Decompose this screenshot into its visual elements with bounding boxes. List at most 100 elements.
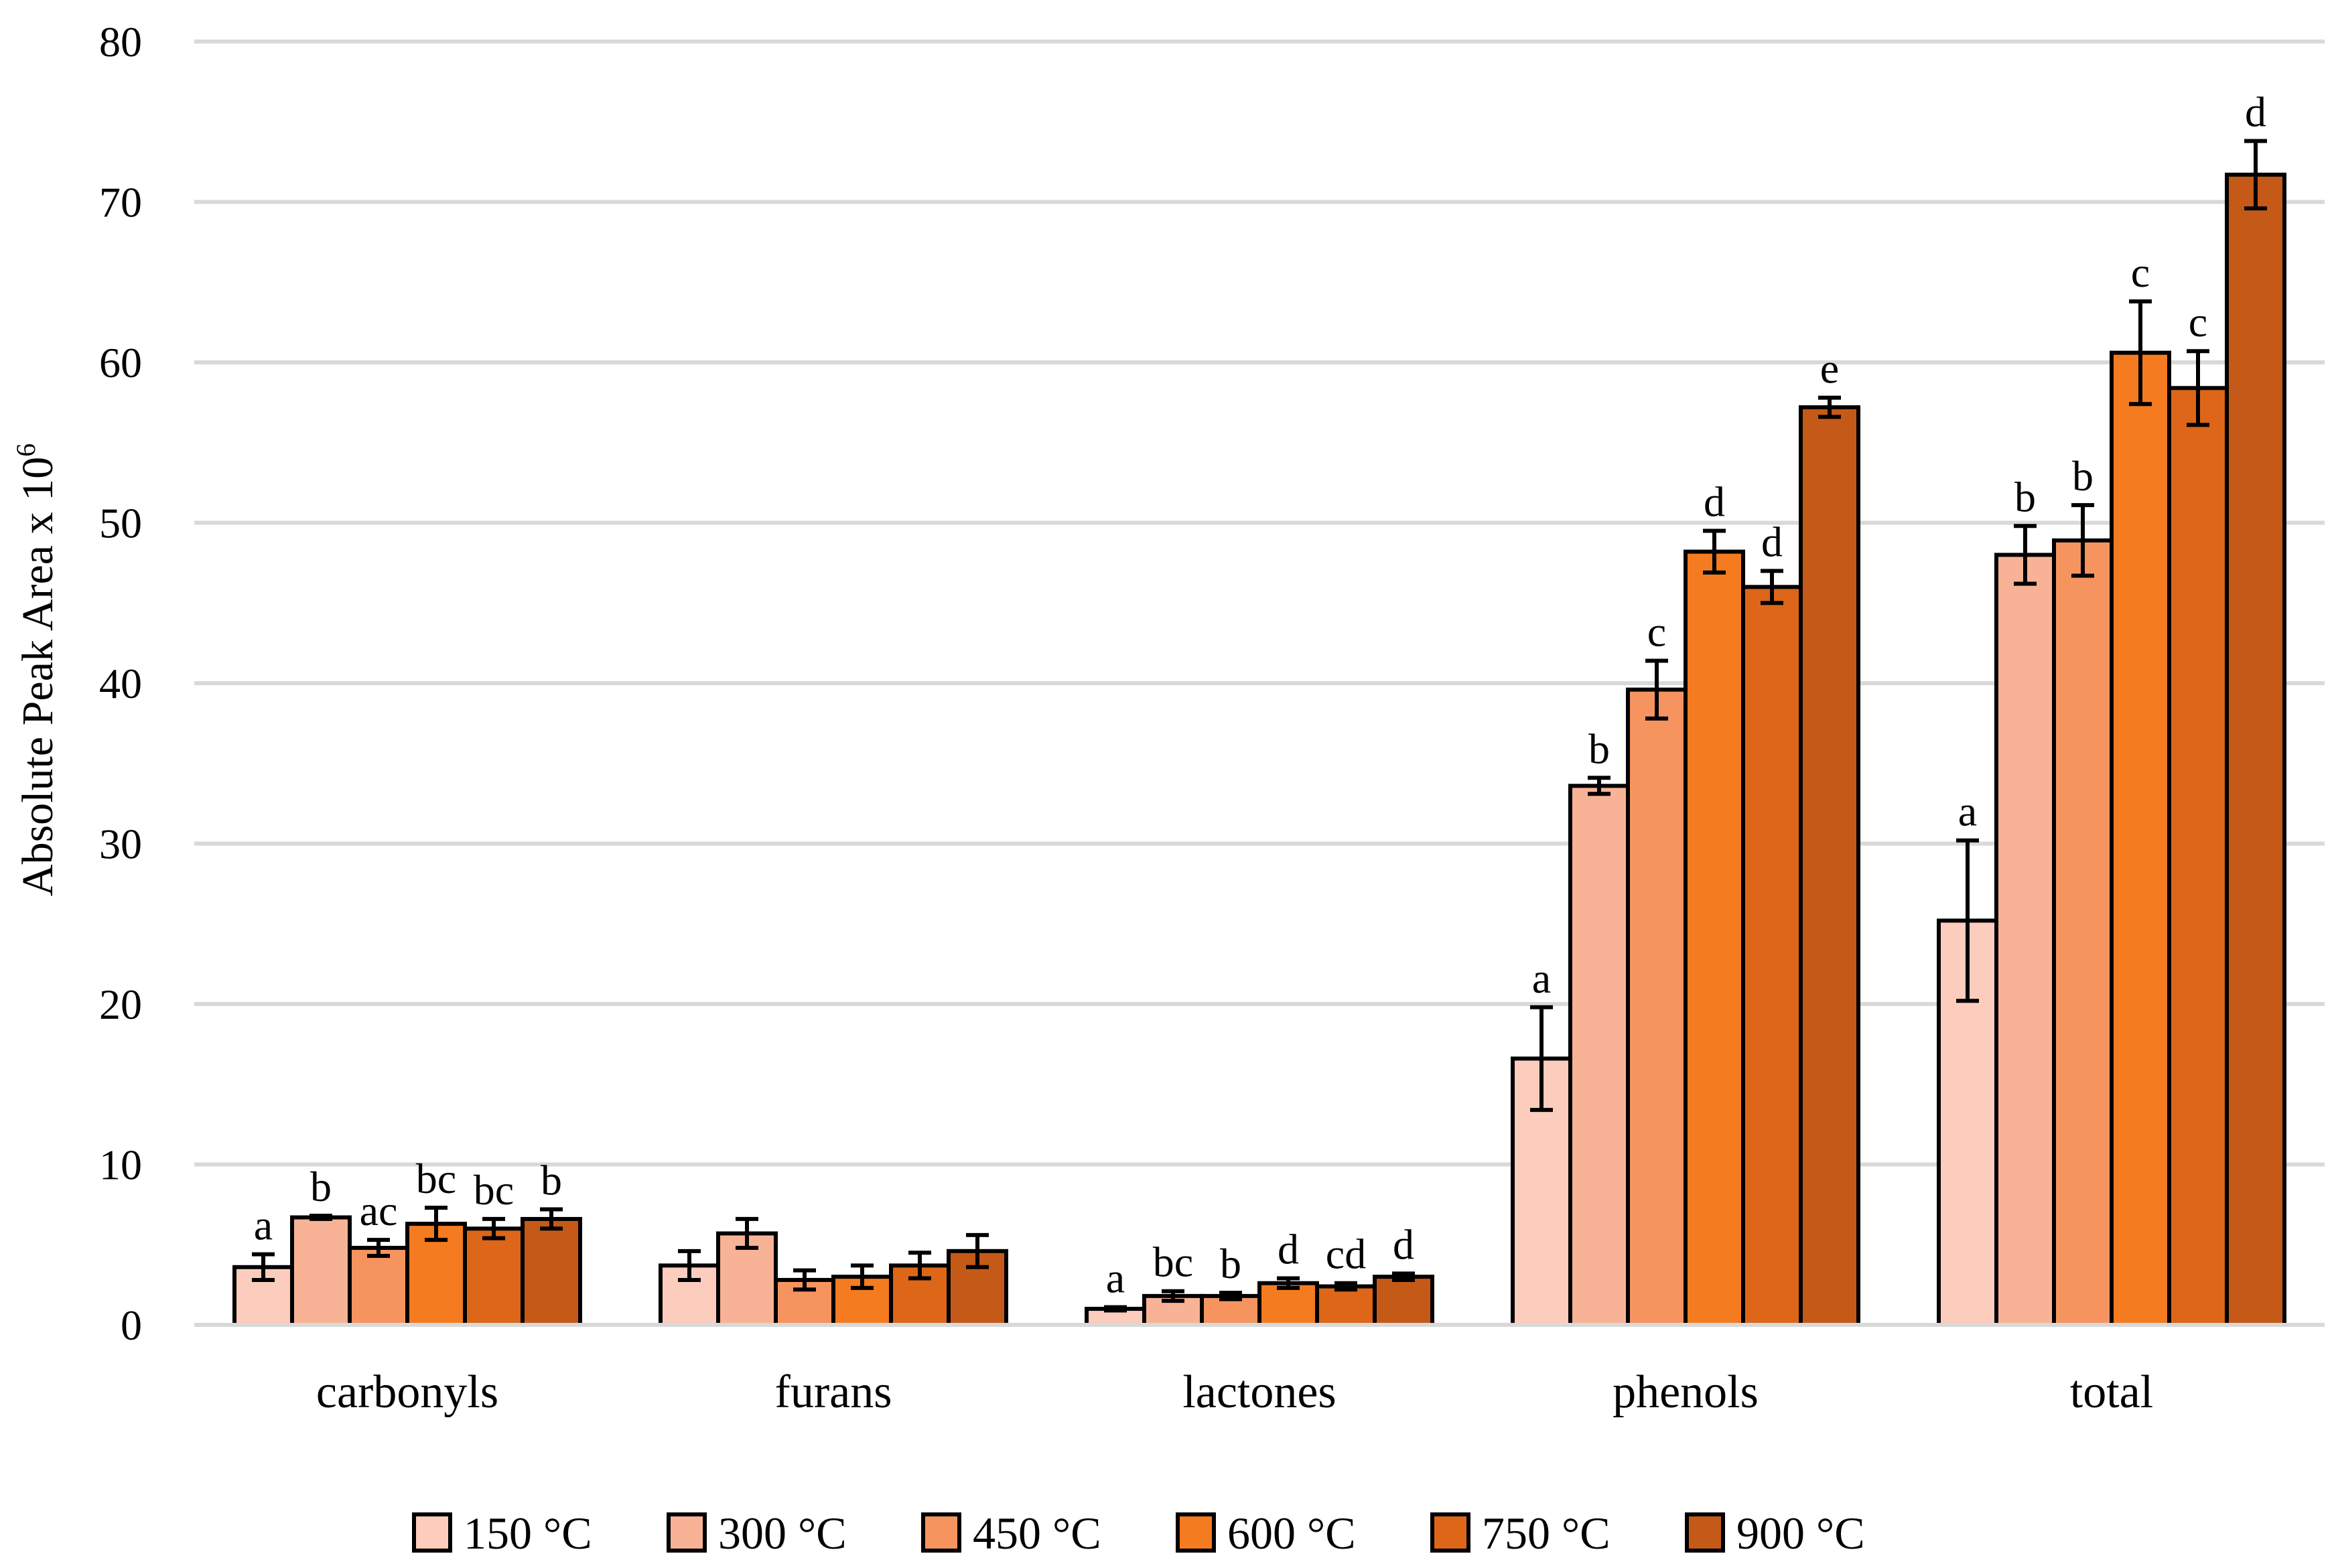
significance-letter: a [1532, 954, 1551, 1002]
y-axis-title: Absolute Peak Area x 106 [11, 443, 62, 896]
error-bar [2071, 503, 2094, 578]
bar-carbonyls-5 [521, 1216, 582, 1328]
significance-letter: bc [1153, 1238, 1193, 1286]
error-bar [2014, 524, 2037, 586]
significance-letter: bc [416, 1155, 456, 1202]
significance-letter: d [2245, 88, 2266, 135]
error-bar [482, 1216, 505, 1240]
gridlines [194, 40, 2325, 1167]
significance-letter: a [254, 1202, 273, 1249]
y-tick-label: 70 [99, 179, 142, 226]
category-label: carbonyls [316, 1366, 498, 1418]
error-bar [1818, 395, 1841, 419]
error-bar [908, 1251, 931, 1281]
y-tick-label: 80 [99, 18, 142, 66]
legend-swatch [921, 1512, 961, 1553]
significance-letter: b [1588, 725, 1610, 772]
legend-label: 300 °C [718, 1508, 847, 1559]
error-bar [793, 1268, 816, 1292]
error-bar [1530, 1005, 1553, 1113]
significance-letter: d [1393, 1220, 1414, 1268]
error-bar [252, 1252, 275, 1282]
error-bar [1162, 1289, 1184, 1303]
legend-swatch [412, 1512, 452, 1553]
legend-label: 450 °C [973, 1508, 1101, 1559]
bar-total-2 [2052, 538, 2114, 1327]
significance-letter: e [1820, 345, 1839, 393]
x-axis-categories: carbonyls furans lactones phenols total [316, 1366, 2153, 1418]
error-bar [2129, 299, 2152, 407]
legend-item: 900 °C [1685, 1508, 1865, 1559]
significance-letter: b [310, 1163, 332, 1210]
category-label: lactones [1182, 1366, 1336, 1418]
significance-letter: b [2072, 452, 2094, 500]
error-bar [1277, 1276, 1300, 1290]
error-bar [1334, 1281, 1357, 1292]
error-bar [1703, 528, 1726, 575]
legend-label: 750 °C [1482, 1508, 1610, 1559]
error-bar [851, 1263, 874, 1290]
error-bar [367, 1238, 390, 1259]
error-bar [966, 1232, 989, 1269]
bar-phenols-2 [1626, 687, 1688, 1327]
legend-item: 600 °C [1176, 1508, 1356, 1559]
bar-phenols-4 [1741, 585, 1803, 1327]
legend-item: 150 °C [412, 1508, 592, 1559]
bars [232, 172, 2286, 1328]
error-bar [1956, 838, 1979, 1003]
y-tick-label: 10 [99, 1141, 142, 1189]
legend-label: 600 °C [1227, 1508, 1356, 1559]
significance-letter: c [1647, 608, 1666, 655]
error-bar [1588, 776, 1610, 796]
y-tick-label: 40 [99, 660, 142, 707]
y-axis-ticks: 0 10 20 30 40 50 60 70 80 [99, 18, 142, 1349]
legend: 150 °C 300 °C 450 °C 600 °C 750 °C 900 °C [412, 1508, 1865, 1559]
bar-total-4 [2167, 386, 2229, 1328]
legend-item: 750 °C [1430, 1508, 1610, 1559]
legend-swatch [1430, 1512, 1470, 1553]
significance-letter: bc [474, 1166, 514, 1214]
bar-lactones-4 [1315, 1284, 1377, 1328]
significance-letter: d [1278, 1226, 1299, 1273]
legend-item: 300 °C [667, 1508, 847, 1559]
legend-label: 900 °C [1736, 1508, 1865, 1559]
error-bars [252, 139, 2267, 1313]
significance-letter: ac [360, 1187, 398, 1234]
error-bar [736, 1216, 758, 1251]
bar-lactones-5 [1373, 1275, 1434, 1328]
bar-total-3 [2110, 350, 2171, 1327]
significance-letter: cd [1326, 1230, 1366, 1278]
bar-phenols-1 [1568, 784, 1630, 1327]
significance-letter: d [1761, 518, 1783, 565]
y-tick-label: 30 [99, 821, 142, 868]
y-tick-label: 60 [99, 339, 142, 386]
error-bar [1104, 1305, 1127, 1313]
legend-swatch [1685, 1512, 1725, 1553]
category-label: total [2070, 1366, 2153, 1418]
bar-carbonyls-1 [290, 1215, 352, 1328]
error-bar [1761, 569, 1783, 605]
y-tick-label: 50 [99, 500, 142, 547]
error-bar [2187, 349, 2209, 427]
error-bar [2244, 139, 2267, 211]
bar-phenols-3 [1684, 549, 1745, 1327]
error-bar [678, 1249, 701, 1282]
significance-letter: b [2014, 473, 2036, 520]
significance-letter: c [2131, 248, 2150, 296]
y-axis-title-text: Absolute Peak Area x 10 [13, 457, 62, 896]
bar-carbonyls-2 [348, 1246, 409, 1328]
significance-letter: d [1704, 478, 1725, 525]
y-axis-title-exponent: 6 [11, 443, 41, 457]
error-bar [540, 1207, 563, 1231]
significance-letter: c [2189, 298, 2207, 346]
significance-letter: b [541, 1157, 562, 1204]
bar-total-5 [2225, 172, 2286, 1327]
bar-carbonyls-4 [463, 1226, 525, 1328]
error-bar [310, 1214, 332, 1221]
error-bar [1219, 1291, 1242, 1301]
error-bar [1645, 658, 1668, 721]
y-tick-label: 20 [99, 981, 142, 1028]
